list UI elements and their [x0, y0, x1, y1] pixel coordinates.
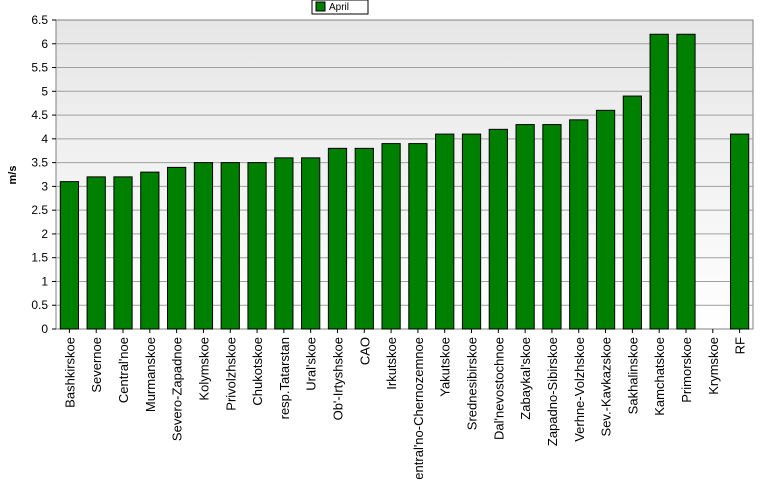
bar [59, 181, 80, 330]
x-tick-label: Severo-Zapadnoe [170, 337, 185, 441]
bar [649, 33, 669, 330]
x-tick-label: Chukotskoe [250, 337, 265, 406]
y-tick-label: 5.5 [31, 61, 48, 75]
bar [622, 95, 642, 330]
y-tick-label: 4.5 [31, 108, 48, 122]
bar [247, 162, 267, 330]
bar [167, 166, 187, 330]
y-tick-label: 2.5 [31, 203, 48, 217]
x-tick-label: Zapadno-Sibirskoe [545, 337, 560, 446]
x-tick-label: Irkutskoe [384, 337, 399, 390]
y-tick-label: 1.5 [31, 251, 48, 265]
x-tick-label: Central'noe [116, 337, 131, 403]
y-axis-label: m/s [7, 166, 19, 185]
x-tick-label: Primorskoe [679, 337, 694, 403]
x-tick-label: Verhne-Volzhskoe [572, 337, 587, 442]
legend: April [311, 0, 369, 15]
x-tick-label: Central'no-Chernozemnoe [411, 337, 426, 479]
x-axis-ticks: Bashkirskoe Severnoe Central'noe Murmanskoe… [62, 329, 748, 484]
y-tick-label: 5 [41, 84, 48, 98]
bar [113, 176, 133, 330]
x-tick-label: Sev.-Kavkazskoe [599, 337, 614, 436]
bar [140, 171, 160, 330]
bar [676, 33, 696, 330]
x-tick-label: Bashkirskoe [62, 337, 77, 408]
bar [408, 143, 428, 330]
y-tick-label: 0.5 [31, 298, 48, 312]
plot-background [55, 19, 754, 330]
bar [461, 133, 482, 330]
bar [354, 147, 374, 330]
y-tick-label: 2 [41, 227, 48, 241]
x-tick-label: Kolymskoe [196, 337, 211, 401]
bar [488, 128, 508, 330]
bar [569, 119, 589, 330]
bar [595, 109, 616, 330]
bar [381, 143, 401, 330]
y-tick-label: 3 [41, 179, 48, 193]
legend-label: April [329, 2, 349, 13]
x-tick-label: Privolzhskoe [223, 337, 238, 411]
x-tick-label: resp.Tatarstan [277, 337, 292, 419]
x-tick-label: Yakutskoe [438, 337, 453, 397]
x-tick-label: Kamchatskoe [652, 337, 667, 416]
bar [86, 176, 106, 330]
y-tick-label: 1 [41, 274, 48, 288]
y-axis-ticks: 0 0.5 1 1.5 2 2.5 3 3.5 4 4.5 5 5.5 6 6.5 [31, 13, 56, 336]
bar [515, 124, 535, 330]
x-tick-label: Ural'skoe [304, 337, 319, 391]
legend-swatch [315, 1, 326, 12]
x-tick-label: Zabaykal'skoe [518, 337, 533, 420]
x-tick-label: CAO [357, 337, 372, 365]
x-tick-label: Srednesibirskoe [465, 337, 480, 430]
x-tick-label: Krymskoe [706, 337, 721, 395]
y-tick-label: 6 [41, 37, 48, 51]
bars [59, 33, 750, 330]
x-tick-label: Dal'nevostochnoe [491, 337, 506, 440]
y-tick-label: 0 [41, 322, 48, 336]
bar [220, 162, 240, 330]
bar [435, 133, 455, 330]
x-tick-label: Ob'-Irtyshskoe [330, 337, 345, 420]
bar [301, 157, 321, 330]
y-tick-label: 4 [41, 132, 48, 146]
bar [193, 162, 214, 330]
x-tick-label: RF [733, 337, 748, 354]
x-tick-label: Sakhalinskoe [625, 337, 640, 414]
bar [729, 133, 750, 330]
bar [274, 157, 294, 330]
x-tick-label: Severnoe [89, 337, 104, 393]
x-tick-label: Murmanskoe [143, 337, 158, 412]
bar [542, 124, 562, 330]
bar [327, 147, 348, 330]
y-tick-label: 3.5 [31, 156, 48, 170]
legend-box [311, 0, 369, 15]
y-tick-label: 6.5 [31, 13, 48, 27]
